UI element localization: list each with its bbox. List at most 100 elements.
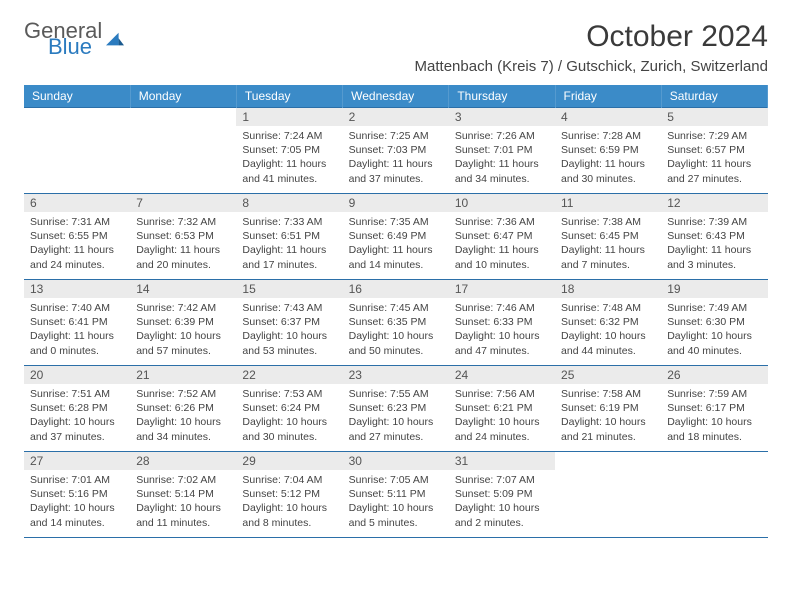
- location-subtitle: Mattenbach (Kreis 7) / Gutschick, Zurich…: [415, 58, 768, 75]
- day-details: Sunrise: 7:01 AMSunset: 5:16 PMDaylight:…: [24, 470, 130, 534]
- weekday-header: Thursday: [449, 85, 555, 108]
- brand-triangle-icon: [106, 31, 124, 49]
- day-number: 30: [343, 452, 449, 470]
- calendar-day-cell: 23Sunrise: 7:55 AMSunset: 6:23 PMDayligh…: [343, 366, 449, 452]
- calendar-day-cell: 14Sunrise: 7:42 AMSunset: 6:39 PMDayligh…: [130, 280, 236, 366]
- calendar-day-cell: 24Sunrise: 7:56 AMSunset: 6:21 PMDayligh…: [449, 366, 555, 452]
- day-details: Sunrise: 7:39 AMSunset: 6:43 PMDaylight:…: [661, 212, 767, 276]
- calendar-day-cell: 10Sunrise: 7:36 AMSunset: 6:47 PMDayligh…: [449, 194, 555, 280]
- day-number: 21: [130, 366, 236, 384]
- title-block: October 2024 Mattenbach (Kreis 7) / Guts…: [415, 20, 768, 75]
- calendar-day-cell: 6Sunrise: 7:31 AMSunset: 6:55 PMDaylight…: [24, 194, 130, 280]
- calendar-day-cell: 20Sunrise: 7:51 AMSunset: 6:28 PMDayligh…: [24, 366, 130, 452]
- day-number: 2: [343, 108, 449, 126]
- calendar-day-cell: [555, 452, 661, 538]
- calendar-day-cell: 30Sunrise: 7:05 AMSunset: 5:11 PMDayligh…: [343, 452, 449, 538]
- day-number: 15: [236, 280, 342, 298]
- calendar-table: SundayMondayTuesdayWednesdayThursdayFrid…: [24, 85, 768, 538]
- day-number: 17: [449, 280, 555, 298]
- day-number: 25: [555, 366, 661, 384]
- weekday-header: Friday: [555, 85, 661, 108]
- day-number: 9: [343, 194, 449, 212]
- calendar-day-cell: 8Sunrise: 7:33 AMSunset: 6:51 PMDaylight…: [236, 194, 342, 280]
- day-details: Sunrise: 7:05 AMSunset: 5:11 PMDaylight:…: [343, 470, 449, 534]
- calendar-day-cell: 26Sunrise: 7:59 AMSunset: 6:17 PMDayligh…: [661, 366, 767, 452]
- day-number: 18: [555, 280, 661, 298]
- day-number: 20: [24, 366, 130, 384]
- day-number: 23: [343, 366, 449, 384]
- day-number: 27: [24, 452, 130, 470]
- calendar-week-row: 27Sunrise: 7:01 AMSunset: 5:16 PMDayligh…: [24, 452, 768, 538]
- day-number: 26: [661, 366, 767, 384]
- day-number: 5: [661, 108, 767, 126]
- day-details: Sunrise: 7:26 AMSunset: 7:01 PMDaylight:…: [449, 126, 555, 190]
- calendar-day-cell: 1Sunrise: 7:24 AMSunset: 7:05 PMDaylight…: [236, 108, 342, 194]
- day-details: Sunrise: 7:53 AMSunset: 6:24 PMDaylight:…: [236, 384, 342, 448]
- day-number: 12: [661, 194, 767, 212]
- day-number: 14: [130, 280, 236, 298]
- calendar-week-row: 6Sunrise: 7:31 AMSunset: 6:55 PMDaylight…: [24, 194, 768, 280]
- day-number: 11: [555, 194, 661, 212]
- day-details: Sunrise: 7:04 AMSunset: 5:12 PMDaylight:…: [236, 470, 342, 534]
- day-details: Sunrise: 7:29 AMSunset: 6:57 PMDaylight:…: [661, 126, 767, 190]
- calendar-day-cell: 3Sunrise: 7:26 AMSunset: 7:01 PMDaylight…: [449, 108, 555, 194]
- day-number: 24: [449, 366, 555, 384]
- day-details: Sunrise: 7:56 AMSunset: 6:21 PMDaylight:…: [449, 384, 555, 448]
- calendar-day-cell: 29Sunrise: 7:04 AMSunset: 5:12 PMDayligh…: [236, 452, 342, 538]
- calendar-day-cell: 17Sunrise: 7:46 AMSunset: 6:33 PMDayligh…: [449, 280, 555, 366]
- day-details: Sunrise: 7:52 AMSunset: 6:26 PMDaylight:…: [130, 384, 236, 448]
- weekday-header: Sunday: [24, 85, 130, 108]
- day-details: Sunrise: 7:25 AMSunset: 7:03 PMDaylight:…: [343, 126, 449, 190]
- day-details: Sunrise: 7:58 AMSunset: 6:19 PMDaylight:…: [555, 384, 661, 448]
- calendar-day-cell: 19Sunrise: 7:49 AMSunset: 6:30 PMDayligh…: [661, 280, 767, 366]
- calendar-day-cell: [24, 108, 130, 194]
- calendar-day-cell: 13Sunrise: 7:40 AMSunset: 6:41 PMDayligh…: [24, 280, 130, 366]
- calendar-day-cell: 5Sunrise: 7:29 AMSunset: 6:57 PMDaylight…: [661, 108, 767, 194]
- calendar-day-cell: 9Sunrise: 7:35 AMSunset: 6:49 PMDaylight…: [343, 194, 449, 280]
- weekday-header: Wednesday: [343, 85, 449, 108]
- day-number: 4: [555, 108, 661, 126]
- weekday-header-row: SundayMondayTuesdayWednesdayThursdayFrid…: [24, 85, 768, 108]
- day-number: 6: [24, 194, 130, 212]
- day-details: Sunrise: 7:40 AMSunset: 6:41 PMDaylight:…: [24, 298, 130, 362]
- day-details: Sunrise: 7:24 AMSunset: 7:05 PMDaylight:…: [236, 126, 342, 190]
- day-number: 10: [449, 194, 555, 212]
- day-number: 22: [236, 366, 342, 384]
- calendar-week-row: 13Sunrise: 7:40 AMSunset: 6:41 PMDayligh…: [24, 280, 768, 366]
- calendar-day-cell: 22Sunrise: 7:53 AMSunset: 6:24 PMDayligh…: [236, 366, 342, 452]
- day-number: 29: [236, 452, 342, 470]
- day-number: 3: [449, 108, 555, 126]
- day-details: Sunrise: 7:33 AMSunset: 6:51 PMDaylight:…: [236, 212, 342, 276]
- day-details: Sunrise: 7:45 AMSunset: 6:35 PMDaylight:…: [343, 298, 449, 362]
- day-details: Sunrise: 7:07 AMSunset: 5:09 PMDaylight:…: [449, 470, 555, 534]
- calendar-day-cell: 28Sunrise: 7:02 AMSunset: 5:14 PMDayligh…: [130, 452, 236, 538]
- day-number: 16: [343, 280, 449, 298]
- calendar-day-cell: 11Sunrise: 7:38 AMSunset: 6:45 PMDayligh…: [555, 194, 661, 280]
- day-number: 13: [24, 280, 130, 298]
- day-details: Sunrise: 7:02 AMSunset: 5:14 PMDaylight:…: [130, 470, 236, 534]
- day-details: Sunrise: 7:42 AMSunset: 6:39 PMDaylight:…: [130, 298, 236, 362]
- day-details: Sunrise: 7:49 AMSunset: 6:30 PMDaylight:…: [661, 298, 767, 362]
- calendar-day-cell: 4Sunrise: 7:28 AMSunset: 6:59 PMDaylight…: [555, 108, 661, 194]
- brand-word-2: Blue: [48, 36, 102, 58]
- day-details: Sunrise: 7:43 AMSunset: 6:37 PMDaylight:…: [236, 298, 342, 362]
- day-number: 8: [236, 194, 342, 212]
- calendar-day-cell: [130, 108, 236, 194]
- calendar-week-row: 20Sunrise: 7:51 AMSunset: 6:28 PMDayligh…: [24, 366, 768, 452]
- day-details: Sunrise: 7:28 AMSunset: 6:59 PMDaylight:…: [555, 126, 661, 190]
- calendar-day-cell: 31Sunrise: 7:07 AMSunset: 5:09 PMDayligh…: [449, 452, 555, 538]
- day-number: 31: [449, 452, 555, 470]
- day-details: Sunrise: 7:46 AMSunset: 6:33 PMDaylight:…: [449, 298, 555, 362]
- calendar-day-cell: 18Sunrise: 7:48 AMSunset: 6:32 PMDayligh…: [555, 280, 661, 366]
- weekday-header: Saturday: [661, 85, 767, 108]
- calendar-day-cell: 21Sunrise: 7:52 AMSunset: 6:26 PMDayligh…: [130, 366, 236, 452]
- day-details: Sunrise: 7:48 AMSunset: 6:32 PMDaylight:…: [555, 298, 661, 362]
- day-details: Sunrise: 7:32 AMSunset: 6:53 PMDaylight:…: [130, 212, 236, 276]
- month-title: October 2024: [415, 20, 768, 54]
- day-details: Sunrise: 7:36 AMSunset: 6:47 PMDaylight:…: [449, 212, 555, 276]
- day-details: Sunrise: 7:59 AMSunset: 6:17 PMDaylight:…: [661, 384, 767, 448]
- weekday-header: Tuesday: [236, 85, 342, 108]
- calendar-week-row: 1Sunrise: 7:24 AMSunset: 7:05 PMDaylight…: [24, 108, 768, 194]
- day-number: 28: [130, 452, 236, 470]
- calendar-day-cell: 12Sunrise: 7:39 AMSunset: 6:43 PMDayligh…: [661, 194, 767, 280]
